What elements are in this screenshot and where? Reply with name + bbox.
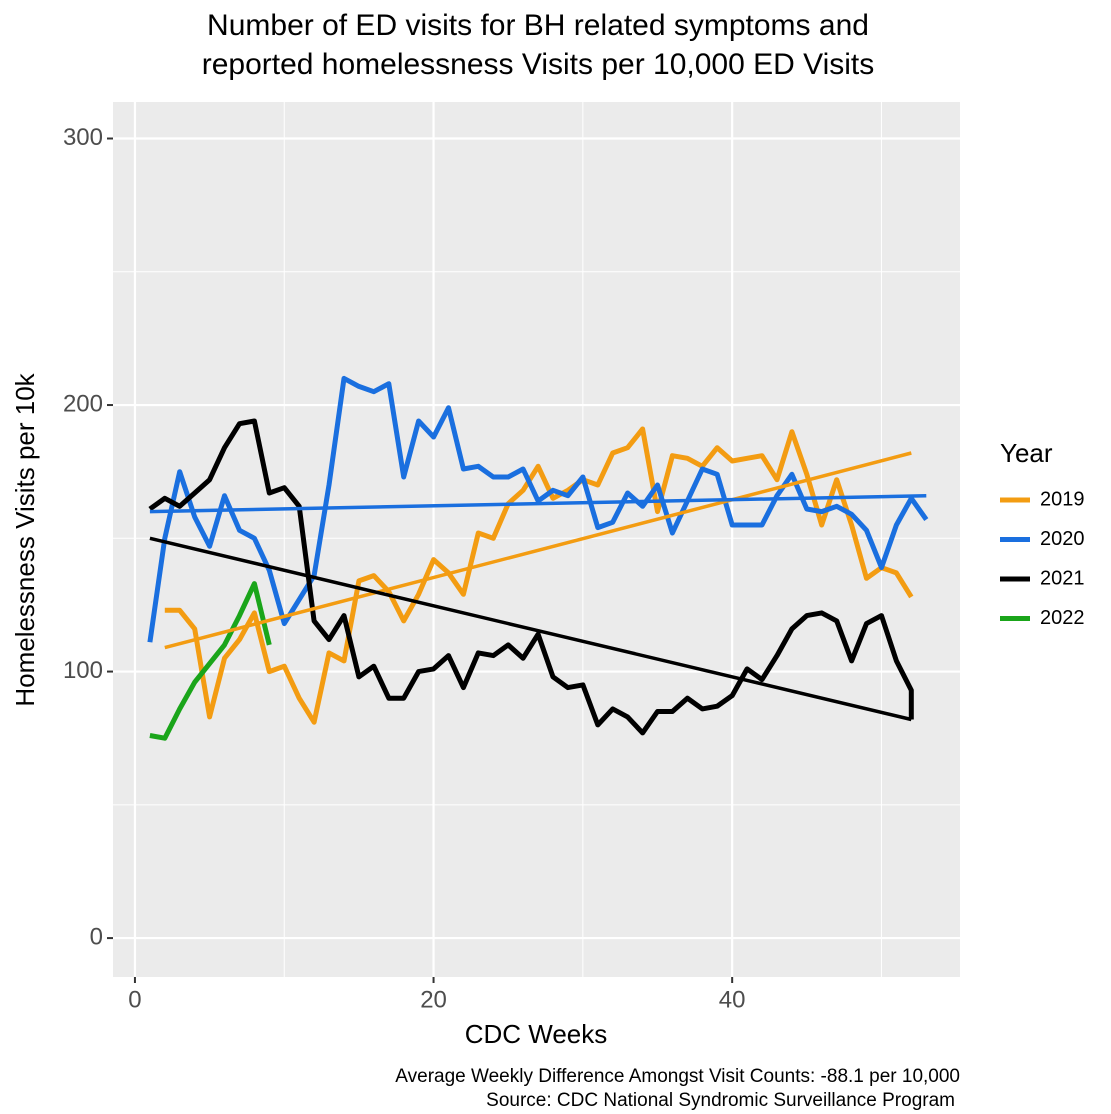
y-tick-label: 100: [63, 657, 103, 684]
legend-label: 2021: [1040, 567, 1085, 589]
caption: Average Weekly Difference Amongst Visit …: [395, 1066, 960, 1087]
series-line: [164, 426, 914, 725]
y-tick-label: 0: [90, 923, 103, 950]
x-tick-label: 0: [128, 986, 141, 1013]
legend-label: 2020: [1040, 528, 1085, 550]
y-tick-label: 300: [63, 124, 103, 151]
x-tick-label: 20: [420, 986, 447, 1013]
caption: Source: CDC National Syndromic Surveilla…: [486, 1090, 955, 1111]
y-tick-label: 200: [63, 390, 103, 417]
y-axis-label: Homelessness Visits per 10k: [10, 372, 40, 706]
legend-label: 2022: [1040, 607, 1085, 629]
series-line: [149, 581, 272, 741]
chart-title: Number of ED visits for BH related sympt…: [207, 9, 869, 42]
series-line: [148, 418, 914, 736]
panel: [113, 102, 960, 977]
chart-title: reported homelessness Visits per 10,000 …: [202, 48, 875, 81]
legend-label: 2019: [1040, 488, 1085, 510]
legend-title: Year: [1000, 438, 1053, 468]
trend-line: [149, 493, 927, 514]
trend-line: [149, 536, 912, 722]
series-line: [147, 375, 929, 643]
x-tick-label: 40: [719, 986, 746, 1013]
x-axis-label: CDC Weeks: [465, 1019, 608, 1049]
trend-line: [164, 451, 912, 650]
